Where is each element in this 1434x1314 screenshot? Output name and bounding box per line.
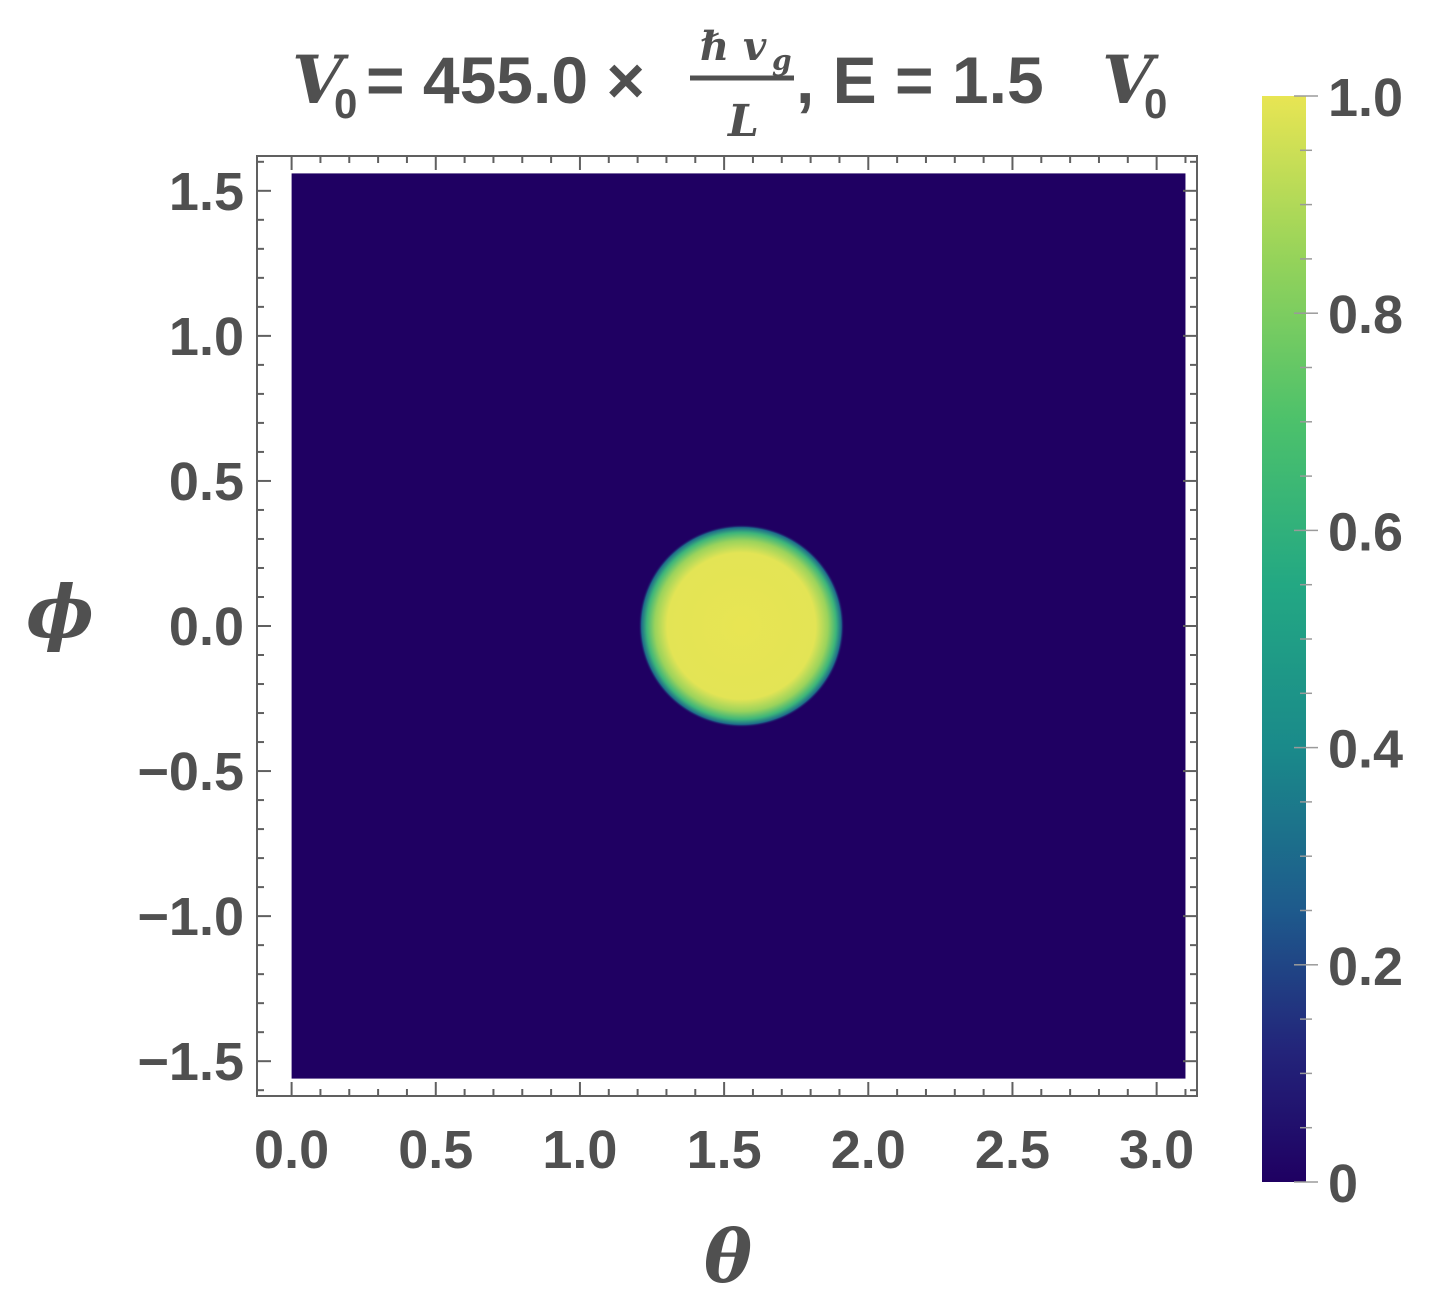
y-tick-label: 0.0 xyxy=(169,597,244,657)
title-v-symbol: V xyxy=(292,41,349,119)
x-tick-labels: 0.0 0.5 1.0 1.5 2.0 2.5 3.0 xyxy=(254,1120,1194,1180)
colorbar-tick-label: 0.4 xyxy=(1328,720,1403,780)
y-tick-label: 1.0 xyxy=(169,307,244,367)
y-tick-label: −1.5 xyxy=(137,1032,244,1092)
title-v2-subscript: 0 xyxy=(1144,80,1167,127)
title-energy: , E = 1.5 xyxy=(796,43,1044,117)
heatmap-spot xyxy=(638,524,845,728)
x-tick-label: 1.5 xyxy=(687,1120,762,1180)
y-tick-label: 0.5 xyxy=(169,452,244,512)
frame-ticks xyxy=(257,156,1197,1096)
x-tick-label: 2.0 xyxy=(831,1120,906,1180)
colorbar-tick-label: 0.6 xyxy=(1328,502,1403,562)
title-equals-value: = 455.0 × xyxy=(366,43,645,117)
y-tick-label: −0.5 xyxy=(137,742,244,802)
title-fraction-numerator: ℏ v xyxy=(700,23,767,70)
y-tick-labels: 1.5 1.0 0.5 0.0 −0.5 −1.0 −1.5 xyxy=(137,162,244,1092)
title-v2-symbol: V xyxy=(1102,41,1159,119)
title-fraction-numerator-subscript: g xyxy=(772,44,792,77)
x-tick-label: 0.5 xyxy=(398,1120,473,1180)
colorbar-tick-label: 0 xyxy=(1328,1154,1358,1214)
x-tick-label: 0.0 xyxy=(254,1120,329,1180)
y-tick-label: −1.0 xyxy=(137,887,244,947)
y-axis-label: ϕ xyxy=(26,569,94,654)
colorbar-ticks xyxy=(1294,95,1318,1183)
x-tick-label: 2.5 xyxy=(975,1120,1050,1180)
x-tick-label: 3.0 xyxy=(1119,1120,1194,1180)
plot-area: 0.0 0.5 1.0 1.5 2.0 2.5 3.0 1.5 1.0 0.5 0.0 −0.5 −1… xyxy=(137,155,1198,1180)
x-axis-label: θ xyxy=(704,1214,752,1299)
colorbar-tick-label: 0.8 xyxy=(1328,285,1403,345)
heatmap-spot-core xyxy=(638,524,845,728)
colorbar: 1.0 0.8 0.6 0.4 0.2 0 xyxy=(1262,68,1403,1214)
y-tick-label: 1.5 xyxy=(169,162,244,222)
colorbar-tick-label: 0.2 xyxy=(1328,937,1403,997)
x-tick-label: 1.0 xyxy=(542,1120,617,1180)
colorbar-tick-labels: 1.0 0.8 0.6 0.4 0.2 0 xyxy=(1328,68,1403,1214)
colorbar-gradient xyxy=(1262,96,1306,1182)
title-v-subscript: 0 xyxy=(334,80,357,127)
colorbar-tick-label: 1.0 xyxy=(1328,68,1403,128)
title-fraction-denominator: L xyxy=(726,96,759,147)
chart-title: V 0 = 455.0 × ℏ v g L , E = 1.5 V 0 xyxy=(292,23,1167,147)
